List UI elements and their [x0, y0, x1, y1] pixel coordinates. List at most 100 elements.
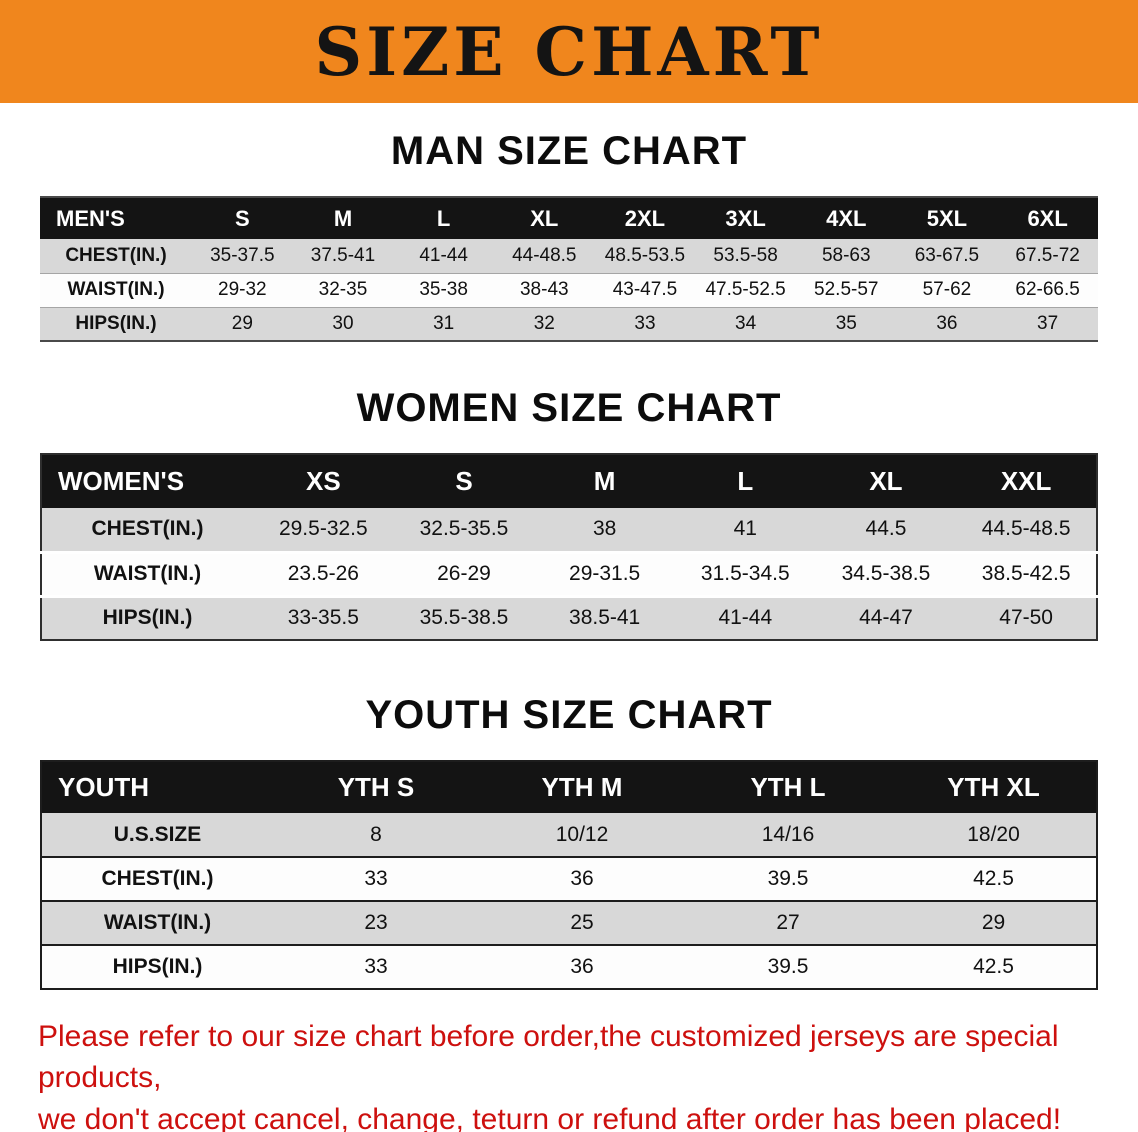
size-value: 33-35.5 [287, 606, 359, 630]
size-column-header: 3XL [695, 197, 796, 239]
size-value: 31.5-34.5 [700, 562, 790, 585]
size-value: 67.5-72 [1015, 244, 1080, 266]
size-value: 31 [433, 312, 455, 334]
size-column-header: 6XL [997, 197, 1098, 239]
size-value: 41-44 [419, 244, 468, 266]
size-value: 41 [733, 517, 757, 541]
size-value: 39.5 [767, 867, 809, 890]
size-value: 36 [570, 867, 594, 890]
table-row: CHEST(IN.) 33 36 39.5 42.5 [41, 857, 1097, 901]
table-row: HIPS(IN.) 33 36 39.5 42.5 [41, 945, 1097, 989]
size-value: 25 [570, 911, 594, 934]
size-value: 14/16 [761, 822, 815, 846]
size-value: 52.5-57 [814, 279, 879, 300]
size-value: 42.5 [973, 955, 1014, 978]
size-value: 53.5-58 [713, 244, 778, 266]
table-row: U.S.SIZE 8 10/12 14/16 18/20 [41, 813, 1097, 857]
size-value: 57-62 [922, 279, 972, 300]
size-value: 30 [332, 312, 354, 334]
size-column-header: 5XL [896, 197, 998, 239]
table-row: WAIST(IN.) 23 25 27 29 [41, 901, 1097, 945]
table-header-label: YOUTH [41, 761, 273, 813]
size-value: 29 [231, 312, 253, 334]
size-value: 39.5 [767, 955, 809, 978]
banner: SIZE CHART [0, 0, 1138, 103]
row-label: CHEST(IN.) [91, 517, 204, 541]
table-row: HIPS(IN.) 33-35.5 35.5-38.5 38.5-41 41-44 44-… [41, 596, 1097, 640]
page-title: SIZE CHART [314, 12, 824, 91]
size-value: 26-29 [437, 562, 491, 585]
table-header-row: MEN'S S M L XL 2XL 3XL 4XL 5XL 6XL [40, 197, 1098, 239]
size-section-youth: YOUTH SIZE CHART YOUTH YTH S YTH M YTH L YTH … [0, 693, 1138, 990]
size-value: 23 [364, 911, 388, 934]
size-column-header: L [674, 454, 816, 508]
table-row: CHEST(IN.) 29.5-32.5 32.5-35.5 38 41 44.5 44.5… [41, 508, 1097, 552]
size-value: 38-43 [519, 279, 569, 300]
size-value: 32.5-35.5 [419, 517, 509, 541]
table-header-label: MEN'S [40, 197, 192, 239]
size-column-header: 4XL [795, 197, 897, 239]
size-value: 33 [364, 955, 388, 978]
table-row: CHEST(IN.) 35-37.5 37.5-41 41-44 44-48.5 48.5… [40, 239, 1098, 273]
size-value: 32 [533, 312, 555, 334]
size-table: WOMEN'S XS S M L XL XXL CHEST(IN.) 29.5-32.5 32.5… [40, 453, 1098, 641]
section-title: YOUTH SIZE CHART [365, 693, 773, 737]
size-value: 8 [370, 822, 382, 846]
size-value: 48.5-53.5 [604, 244, 686, 266]
size-value: 36 [570, 955, 594, 978]
table-header-row: YOUTH YTH S YTH M YTH L YTH XL [41, 761, 1097, 813]
size-table: MEN'S S M L XL 2XL 3XL 4XL 5XL 6XL CHEST(IN.) 35-37… [40, 196, 1098, 342]
notice-line-1: Please refer to our size chart before or… [38, 1020, 1059, 1095]
size-value: 38.5-42.5 [981, 562, 1071, 585]
row-label: CHEST(IN.) [101, 867, 214, 890]
size-value: 29.5-32.5 [278, 517, 368, 541]
size-column-header: L [393, 197, 494, 239]
size-table: YOUTH YTH S YTH M YTH L YTH XL U.S.SIZE 8 10/12… [40, 760, 1098, 990]
size-value: 33 [634, 312, 656, 334]
size-value: 18/20 [967, 822, 1020, 846]
order-notice: Please refer to our size chart before or… [38, 1016, 1118, 1132]
size-value: 27 [776, 911, 800, 934]
size-value: 42.5 [973, 867, 1014, 890]
size-value: 35-38 [419, 279, 468, 300]
size-value: 38.5-41 [569, 606, 641, 630]
size-value: 37.5-41 [310, 244, 376, 266]
size-value: 35.5-38.5 [419, 606, 509, 630]
size-value: 29 [981, 911, 1006, 934]
size-value: 44.5 [865, 517, 907, 541]
size-column-header: XXL [956, 454, 1097, 508]
size-column-header: YTH XL [891, 761, 1097, 813]
size-value: 47-50 [999, 606, 1053, 630]
table-header-row: WOMEN'S XS S M L XL XXL [41, 454, 1097, 508]
table-row: HIPS(IN.) 29 30 31 32 33 34 35 36 37 [40, 307, 1098, 341]
row-label: HIPS(IN.) [75, 312, 157, 334]
row-label: CHEST(IN.) [65, 244, 167, 266]
section-title: MAN SIZE CHART [390, 129, 748, 173]
size-value: 44-47 [859, 606, 913, 630]
size-value: 34.5-38.5 [841, 562, 931, 585]
size-column-header: XS [253, 454, 394, 508]
size-tables-container: MAN SIZE CHART MEN'S S M L XL 2XL 3XL 4XL 5XL 6XL C… [0, 129, 1138, 990]
size-section-womens: WOMEN SIZE CHART WOMEN'S XS S M L XL XXL CHEST(I… [0, 386, 1138, 641]
size-value: 33 [364, 867, 388, 890]
size-value: 41-44 [718, 606, 773, 630]
size-value: 35-37.5 [210, 244, 275, 266]
size-value: 63-67.5 [914, 244, 980, 266]
table-row: WAIST(IN.) 23.5-26 26-29 29-31.5 31.5-34.5 34… [41, 552, 1097, 596]
size-value: 37 [1037, 312, 1059, 334]
size-column-header: YTH L [685, 761, 891, 813]
size-column-header: S [393, 454, 535, 508]
size-value: 32-35 [318, 279, 368, 300]
size-column-header: M [534, 454, 675, 508]
size-value: 36 [936, 312, 958, 334]
size-value: 62-66.5 [1015, 279, 1080, 300]
table-row: WAIST(IN.) 29-32 32-35 35-38 38-43 43-47.5 47.… [40, 273, 1098, 307]
size-column-header: XL [815, 454, 957, 508]
row-label: U.S.SIZE [113, 822, 202, 846]
size-value: 58-63 [821, 244, 871, 266]
size-column-header: YTH S [273, 761, 479, 813]
size-value: 10/12 [555, 822, 609, 846]
notice-line-2: we don't accept cancel, change, teturn o… [38, 1102, 1062, 1132]
section-title: WOMEN SIZE CHART [356, 386, 782, 430]
